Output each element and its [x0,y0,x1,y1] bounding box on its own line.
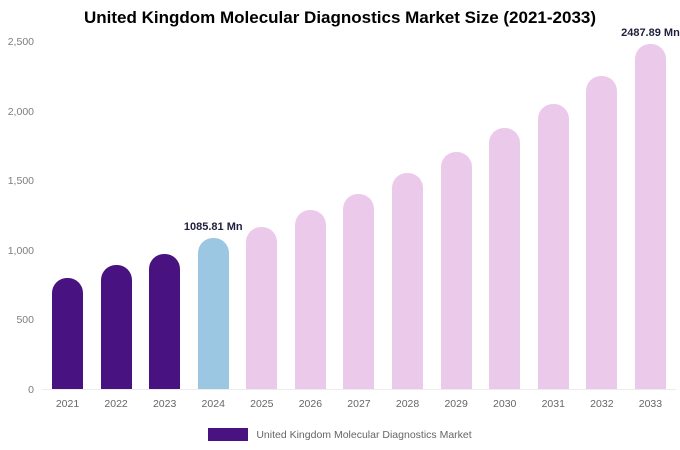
bar-rect-2022 [100,265,132,389]
x-tick-2024: 2024 [201,398,225,410]
bar-2029 [440,42,472,389]
bar-rect-2030 [489,128,521,389]
legend-label: United Kingdom Molecular Diagnostics Mar… [256,428,472,441]
x-tick-2028: 2028 [395,398,420,410]
bar-rect-2024 [197,238,229,389]
x-tick-2023: 2023 [152,398,177,410]
x-tick-2030: 2030 [493,398,517,410]
bar-rect-2023 [149,253,181,389]
bar-2021 [52,42,83,389]
x-tick-2022: 2022 [104,398,128,410]
bar-2030 [489,42,521,389]
y-tick-1500: 1,500 [7,175,34,188]
data-label-2024: 1085.81 Mn [183,221,243,234]
bar-2025 [246,42,278,389]
bar-2033: 2487.89 Mn [621,27,680,389]
bar-2028 [392,42,424,389]
x-tick-2031: 2031 [541,398,565,410]
data-label-2033: 2487.89 Mn [621,26,680,39]
bar-rect-2032 [586,76,618,389]
x-tick-2027: 2027 [347,398,371,410]
bar-2024: 1085.81 Mn [184,42,243,389]
x-tick-2033: 2033 [638,398,663,410]
x-tick-2026: 2026 [298,398,323,410]
bar-2031 [537,42,569,389]
bar-2032 [586,42,618,389]
chart-title: United Kingdom Molecular Diagnostics Mar… [83,8,597,27]
x-tick-2021: 2021 [55,398,80,410]
bar-rect-2029 [440,152,472,389]
x-tick-2032: 2032 [590,398,614,410]
y-tick-2500: 2,500 [7,36,34,48]
plot-area: 1085.81 Mn 2487.89 Mn [42,27,680,390]
bar-2022 [100,42,132,389]
bar-rect-2028 [392,173,424,389]
bar-2027 [343,42,375,389]
legend: United Kingdom Molecular Diagnostics Mar… [0,428,680,441]
bar-rect-2025 [246,226,278,389]
bar-2023 [149,42,181,389]
y-tick-500: 500 [16,314,34,327]
bar-rect-2031 [537,103,569,389]
x-tick-2025: 2025 [250,398,274,410]
bar-rect-2033 [634,43,666,389]
bar-rect-2027 [343,194,375,389]
legend-swatch [208,428,249,441]
bar-rect-2026 [294,209,326,389]
y-axis: 0 500 1,000 1,500 2,000 2,500 [0,36,34,396]
y-tick-2000: 2,000 [7,105,34,118]
x-tick-2029: 2029 [444,398,468,410]
bar-2026 [294,42,326,389]
y-tick-0: 0 [28,384,34,396]
y-tick-1000: 1,000 [7,244,34,257]
bar-rect-2021 [52,277,83,389]
x-axis-labels: 2021 2022 2023 2024 2025 2026 2027 2028 2029 2030… [42,398,676,410]
